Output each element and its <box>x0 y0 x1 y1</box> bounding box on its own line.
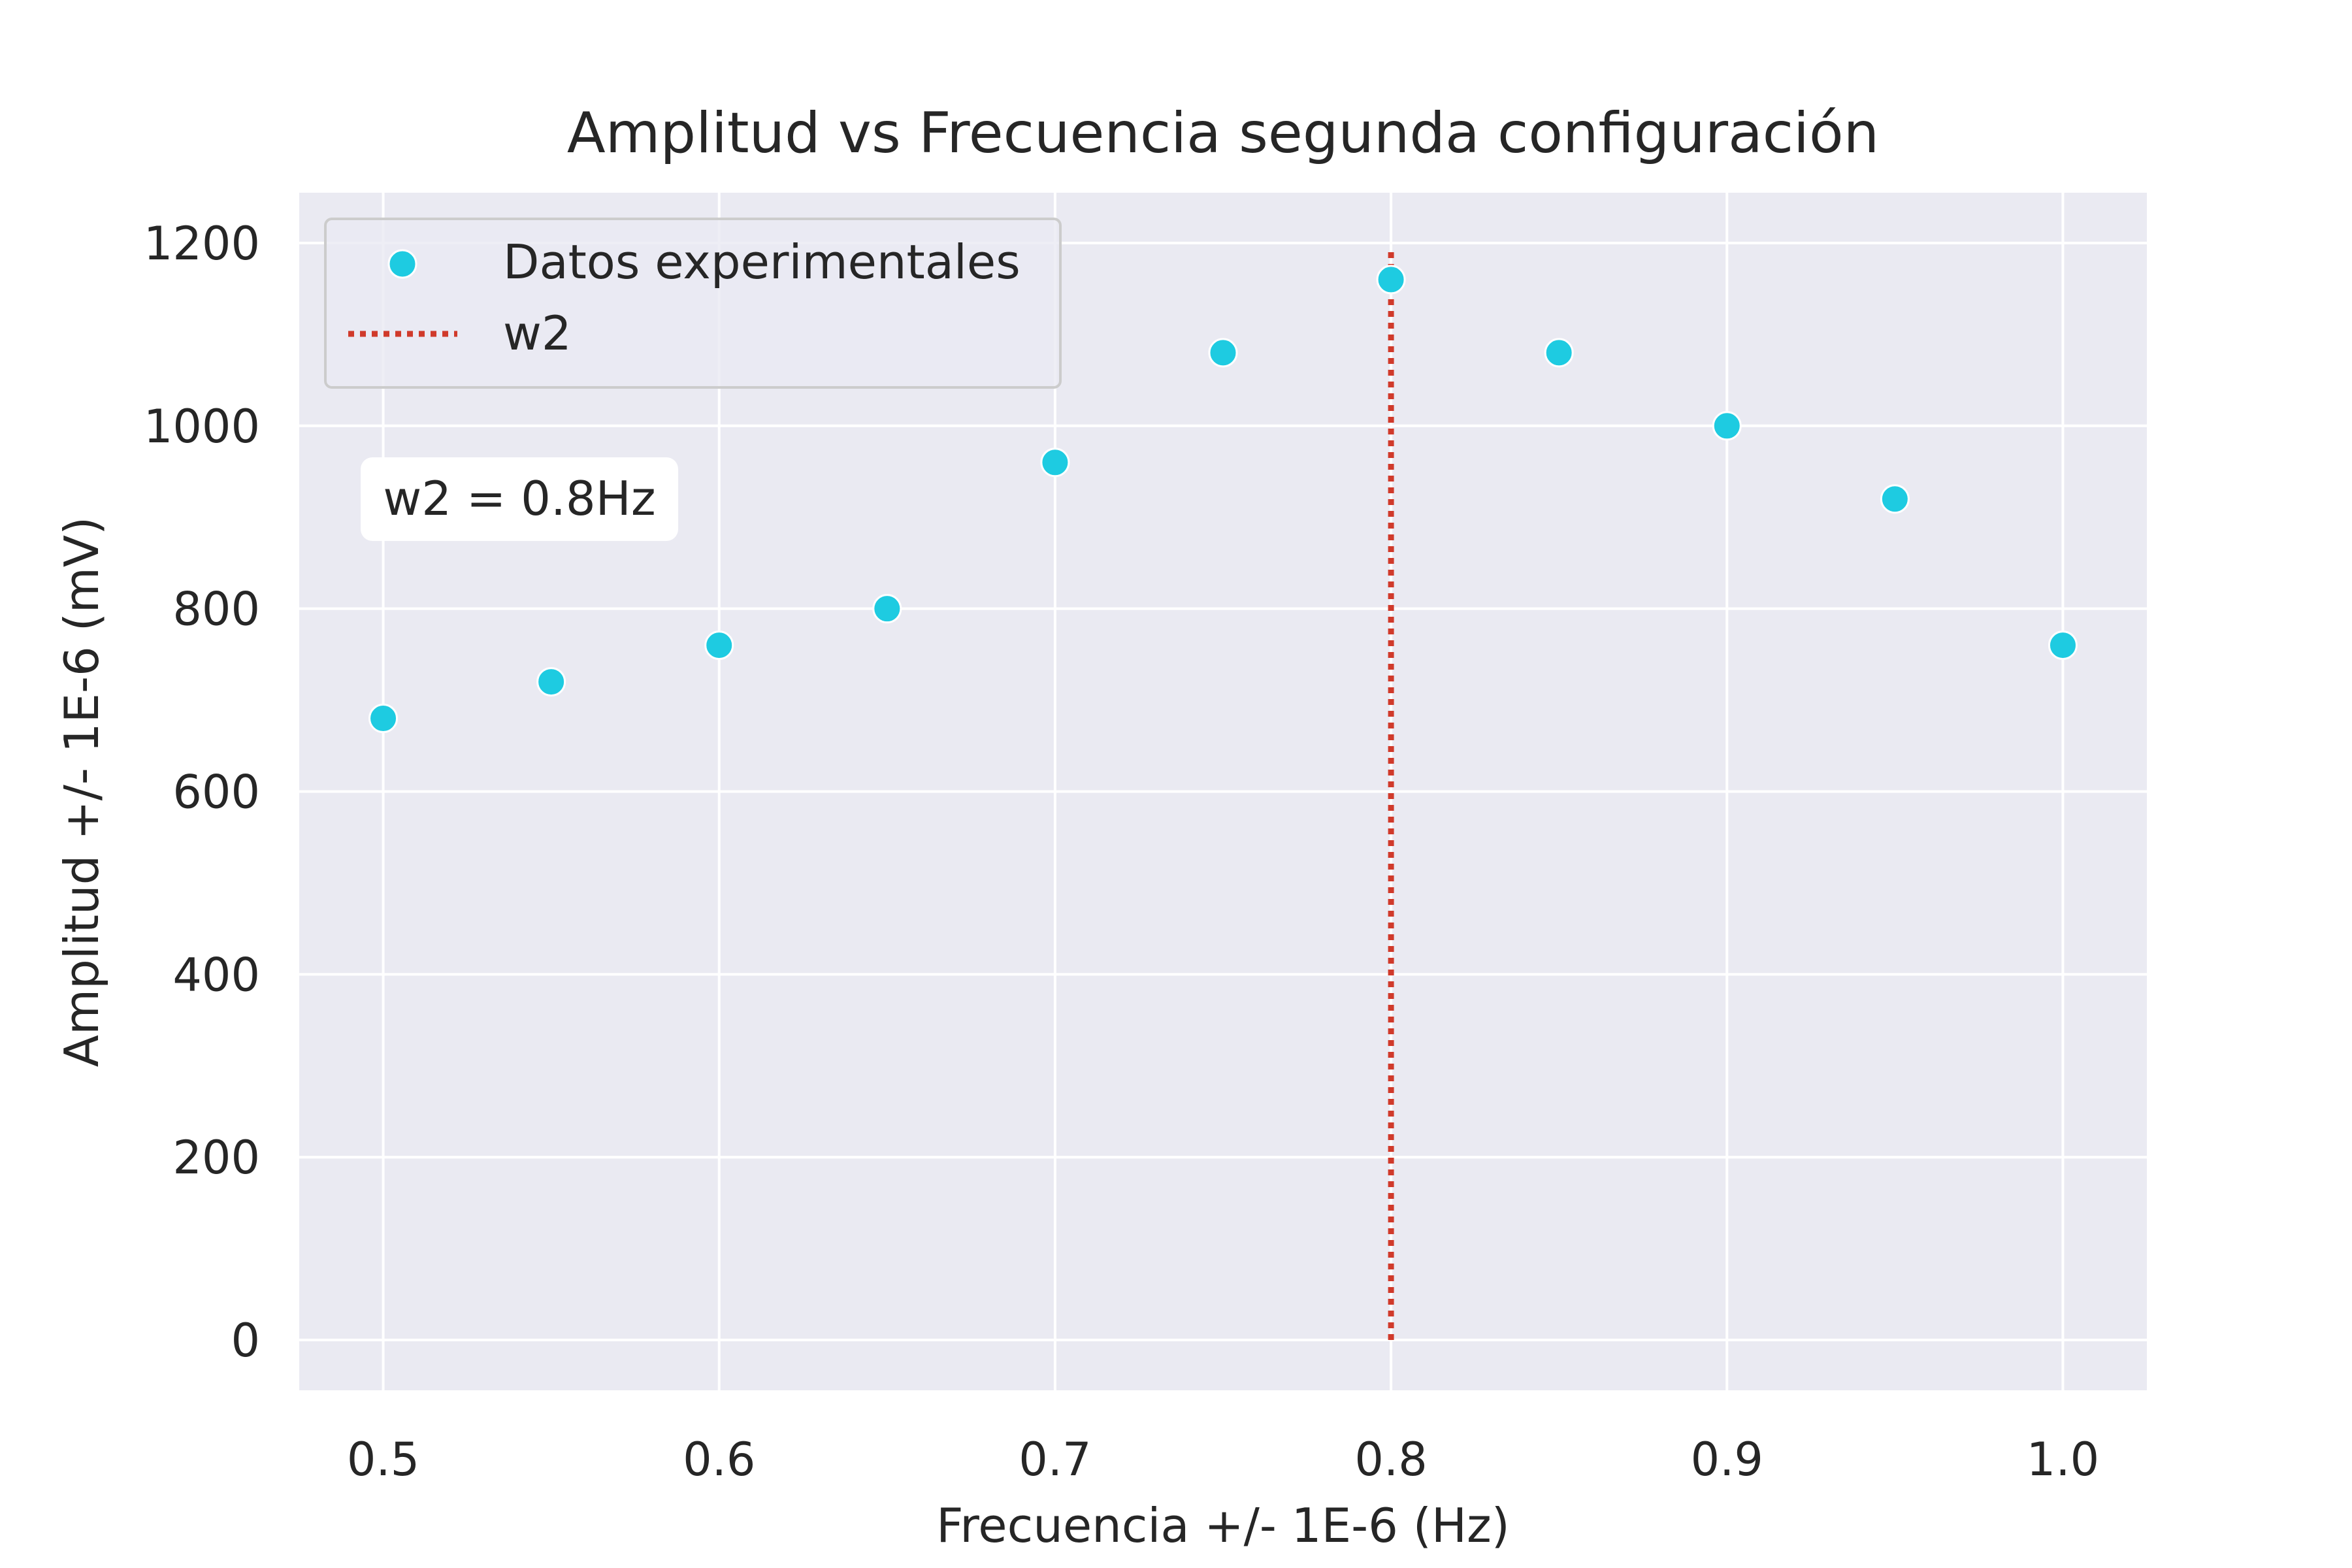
annotation-text: w2 = 0.8Hz <box>383 471 655 526</box>
y-tick-label: 1200 <box>144 217 260 270</box>
x-axis-label: Frecuencia +/- 1E-6 (Hz) <box>936 1498 1510 1553</box>
legend-box <box>324 218 1062 389</box>
x-tick-labels: 0.5 0.6 0.7 0.8 0.9 1.0 <box>347 1433 2099 1486</box>
grid <box>299 193 2147 1390</box>
data-point <box>872 594 902 624</box>
data-point <box>1376 265 1406 295</box>
y-tick-label: 1000 <box>144 400 260 453</box>
y-tick-label: 400 <box>172 948 260 1002</box>
annotation-background <box>361 457 678 541</box>
annotation-box: w2 = 0.8Hz <box>361 457 678 541</box>
data-point <box>1880 484 1910 514</box>
data-point <box>1208 338 1238 368</box>
y-tick-label: 200 <box>172 1131 260 1184</box>
data-point <box>536 667 566 697</box>
y-tick-label: 0 <box>231 1314 260 1367</box>
chart-title: Amplitud vs Frecuencia segunda configura… <box>567 101 1879 166</box>
data-point <box>1712 411 1742 441</box>
data-point <box>1040 448 1070 478</box>
x-tick-label: 1.0 <box>2027 1433 2099 1486</box>
x-tick-label: 0.7 <box>1019 1433 1091 1486</box>
x-tick-label: 0.6 <box>683 1433 755 1486</box>
data-point <box>2048 630 2078 661</box>
x-tick-label: 0.5 <box>347 1433 419 1486</box>
y-tick-labels: 0 200 400 600 800 1000 1200 <box>144 217 260 1367</box>
x-tick-label: 0.9 <box>1691 1433 1763 1486</box>
legend-scatter-marker <box>387 249 417 279</box>
data-point <box>1544 338 1574 368</box>
y-tick-label: 800 <box>172 583 260 636</box>
y-tick-label: 600 <box>172 766 260 819</box>
legend: Datos experimentales w2 <box>324 218 1062 389</box>
x-tick-label: 0.8 <box>1354 1433 1427 1486</box>
legend-label-w2: w2 <box>503 306 572 361</box>
legend-label-datos: Datos experimentales <box>503 235 1021 289</box>
data-points <box>368 265 2078 734</box>
data-point <box>368 704 399 734</box>
data-point <box>704 630 734 661</box>
y-axis-label: Amplitud +/- 1E-6 (mV) <box>54 517 109 1068</box>
